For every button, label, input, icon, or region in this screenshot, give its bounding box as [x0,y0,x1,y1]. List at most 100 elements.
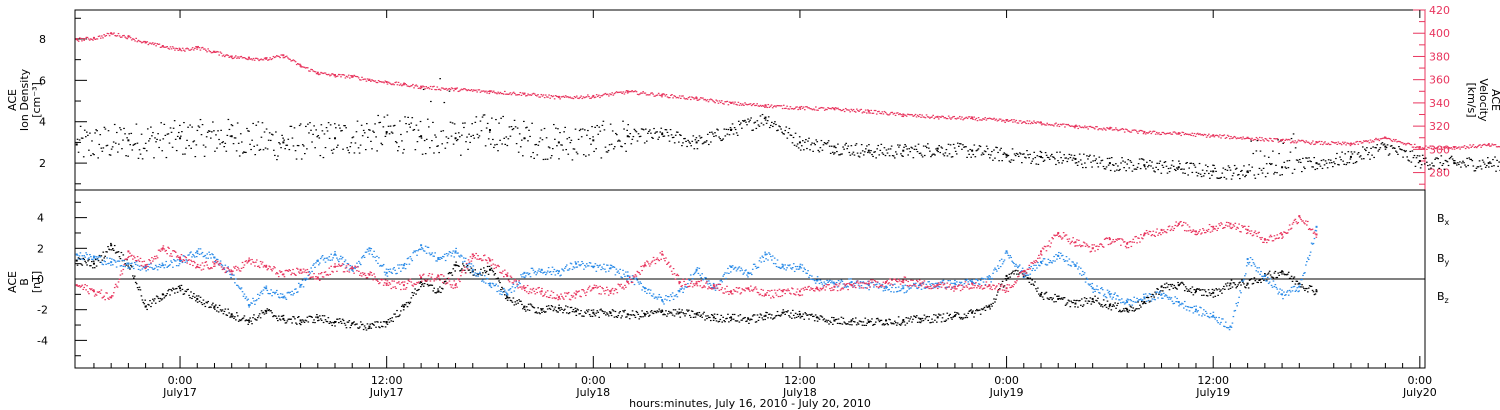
sample-density [886,152,889,154]
sample-Bx [988,304,991,306]
sample-By [183,255,186,257]
sample-velocity [621,92,623,94]
sample-Bx [1210,292,1213,295]
sample-density [420,137,423,139]
sample-density [1186,161,1188,164]
sample-velocity [1403,142,1406,145]
sample-By [208,251,210,253]
sample-Bx [994,301,996,303]
sample-density [418,136,421,138]
sample-density [121,148,123,150]
sample-velocity [1030,121,1033,123]
sample-By [118,260,121,262]
sample-Bx [990,303,992,305]
sample-By [220,264,223,266]
point-density [1108,162,1111,165]
sample-velocity [579,96,581,99]
sample-Bx [487,273,490,275]
right-ylabel-line: Velocity [1477,78,1490,122]
sample-velocity [396,84,399,86]
sample-velocity [594,96,597,98]
sample-density [910,146,913,148]
sample-Bx [705,315,707,317]
sample-velocity [680,97,682,99]
sample-density [658,136,660,138]
sample-density [1464,164,1466,166]
sample-Bx [960,316,963,319]
sample-Bx [134,281,137,283]
sample-Bx [997,288,1000,291]
sample-density [1406,156,1409,158]
sample-Bx [275,315,277,317]
sample-By [405,263,408,265]
sample-velocity [115,35,118,37]
sample-velocity [1245,137,1248,139]
sample-Bx [1186,290,1189,292]
sample-density [1033,151,1036,153]
sample-Bx [220,310,223,312]
sample-velocity [1478,144,1480,146]
point-density [179,137,182,140]
sample-velocity [541,95,544,97]
sample-velocity [368,79,371,81]
point-Bx [1160,285,1163,288]
sample-density [846,148,849,150]
sample-density [96,130,98,132]
sample-By [95,256,98,258]
sample-density [132,144,135,146]
sample-velocity [495,92,497,94]
sample-Bx [147,303,149,306]
sample-Bx [931,318,933,320]
sample-velocity [1338,143,1341,145]
sample-density [543,127,546,130]
sample-Bx [884,323,887,325]
sample-density [1320,159,1323,162]
point-By [368,247,371,250]
right-ytick-label: 380 [1429,50,1450,63]
sample-velocity [386,83,389,85]
sample-Bx [729,317,731,319]
sample-velocity [1462,146,1465,148]
sample-density [1045,154,1048,156]
point-Bx [420,281,423,284]
sample-By [301,279,304,281]
sample-density [1390,145,1393,147]
sample-density [1014,154,1017,157]
sample-density [1349,158,1352,160]
sample-density [1396,151,1398,153]
sample-velocity [639,93,641,95]
sample-velocity [539,96,542,98]
point-density [1418,160,1421,163]
sample-density [237,142,240,144]
sample-velocity [151,42,154,44]
point-By [454,250,457,253]
sample-density [1003,152,1006,154]
sample-Bx [388,321,391,323]
sample-density [1448,158,1451,160]
sample-density [243,151,245,153]
point-Bx [213,305,216,308]
sample-velocity [943,117,946,119]
point-Bx [661,310,664,313]
sample-Bx [1003,285,1006,287]
sample-velocity [1494,144,1497,146]
sample-density [1451,158,1454,160]
sample-velocity [623,93,626,95]
sample-density [955,153,958,155]
sample-Bx [395,316,397,318]
sample-Bx [78,257,81,260]
sample-velocity [696,99,699,101]
sample-density [197,125,200,127]
sample-velocity [627,91,630,93]
sample-By [102,263,105,266]
sample-By [158,263,161,266]
sample-Bx [629,314,632,316]
sample-Bx [604,311,606,313]
sample-density [673,142,676,144]
sample-velocity [78,37,81,39]
sample-density [681,145,683,147]
sample-Bx [1182,282,1184,284]
sample-velocity [360,79,362,81]
sample-density [245,151,247,154]
sample-By [401,267,404,269]
